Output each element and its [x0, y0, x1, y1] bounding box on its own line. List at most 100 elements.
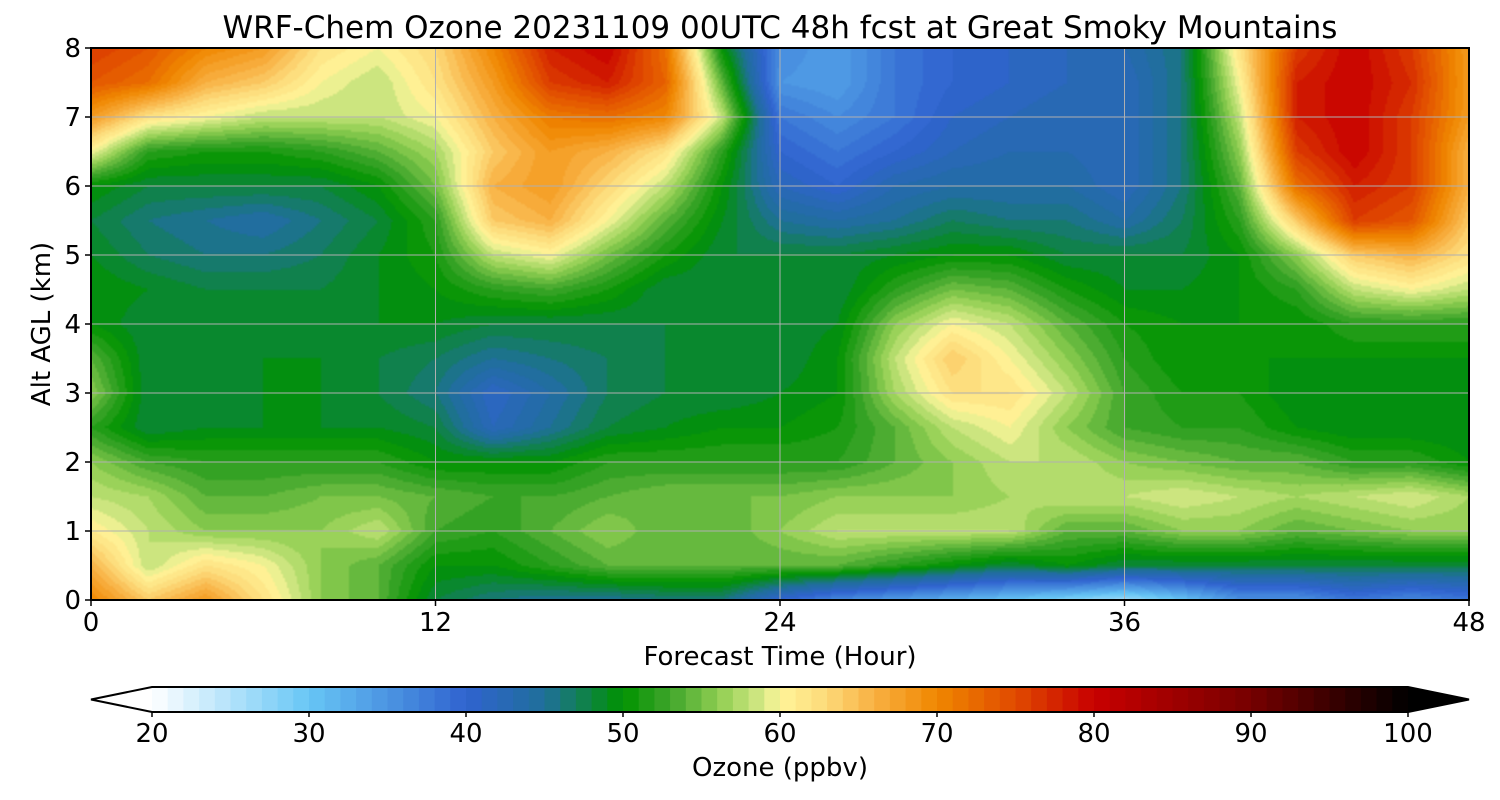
colorbar-swatch: [1015, 687, 1032, 712]
colorbar-swatch: [1235, 687, 1252, 712]
colorbar-swatch: [1094, 687, 1111, 712]
colorbar-swatch: [1125, 687, 1142, 712]
colorbar-swatch: [293, 687, 310, 712]
colorbar-swatch: [560, 687, 577, 712]
x-tick-label: 12: [419, 608, 452, 638]
colorbar: [90, 686, 1470, 713]
y-tick-label: 6: [64, 172, 81, 202]
colorbar-swatch: [732, 687, 750, 712]
colorbar-swatch: [1376, 687, 1393, 712]
colorbar-swatch: [544, 687, 561, 712]
x-tick-label: 24: [763, 608, 796, 638]
colorbar-swatch: [434, 687, 451, 712]
colorbar-tick-label: 100: [1383, 719, 1433, 749]
colorbar-swatch: [937, 687, 954, 712]
colorbar-swatch: [827, 687, 844, 712]
colorbar-swatch: [199, 687, 216, 712]
colorbar-swatch: [1172, 687, 1189, 712]
colorbar-swatch: [999, 687, 1017, 712]
colorbar-swatch: [167, 687, 184, 712]
colorbar-extend-high: [1408, 687, 1469, 712]
colorbar-tick-label: 20: [135, 719, 168, 749]
colorbar-swatch: [497, 687, 514, 712]
colorbar-swatch: [780, 687, 797, 712]
colorbar-swatch: [1141, 687, 1158, 712]
x-axis-label: Forecast Time (Hour): [643, 642, 916, 672]
colorbar-swatch: [921, 687, 938, 712]
y-tick-label: 4: [64, 310, 81, 340]
colorbar-swatch: [874, 687, 891, 712]
colorbar-swatch: [183, 687, 200, 712]
colorbar-swatch: [1329, 687, 1346, 712]
y-tick-label: 7: [64, 103, 81, 133]
colorbar-swatch: [246, 687, 263, 712]
colorbar-swatch: [1109, 687, 1126, 712]
colorbar-swatch: [324, 687, 341, 712]
colorbar-label: Ozone (ppbv): [692, 753, 868, 783]
colorbar-extend-low: [91, 687, 152, 712]
colorbar-swatch: [701, 687, 718, 712]
colorbar-swatch: [748, 687, 765, 712]
colorbar-swatch: [968, 687, 985, 712]
y-tick-label: 2: [64, 448, 81, 478]
y-axis-label: Alt AGL (km): [27, 242, 57, 406]
colorbar-tick-label: 90: [1234, 719, 1267, 749]
colorbar-swatch: [1188, 687, 1205, 712]
colorbar-tick-label: 80: [1077, 719, 1110, 749]
colorbar-swatch: [905, 687, 922, 712]
colorbar-swatch: [889, 687, 907, 712]
x-axis-ticks: 0 12 24 36 48: [83, 600, 1486, 638]
colorbar-ticks: 20 30 40 50 60 70 80 90 100: [135, 712, 1433, 749]
y-tick-label: 3: [64, 379, 81, 409]
colorbar-swatch: [1345, 687, 1362, 712]
colorbar-swatch: [1392, 687, 1409, 712]
colorbar-tick-label: 50: [606, 719, 639, 749]
colorbar-swatch: [670, 687, 687, 712]
colorbar-swatch: [1203, 687, 1221, 712]
colorbar-swatch: [717, 687, 734, 712]
colorbar-swatch: [685, 687, 703, 712]
colorbar-swatch: [1251, 687, 1268, 712]
colorbar-swatch: [513, 687, 530, 712]
x-tick-label: 48: [1452, 608, 1485, 638]
y-tick-label: 1: [64, 517, 81, 547]
colorbar-swatch: [1078, 687, 1095, 712]
colorbar-swatch: [152, 687, 169, 712]
colorbar-swatch: [842, 687, 860, 712]
colorbar-swatch: [466, 687, 483, 712]
colorbar-tick-label: 70: [920, 719, 953, 749]
colorbar-swatch: [528, 687, 546, 712]
colorbar-swatch: [764, 687, 781, 712]
colorbar-swatch: [1313, 687, 1331, 712]
colorbar-swatch: [795, 687, 812, 712]
colorbar-swatch: [1219, 687, 1236, 712]
colorbar-swatch: [575, 687, 593, 712]
colorbar-swatch: [309, 687, 326, 712]
colorbar-swatch: [387, 687, 404, 712]
colorbar-swatch: [654, 687, 671, 712]
colorbar-swatch: [984, 687, 1001, 712]
y-tick-label: 8: [64, 34, 81, 64]
gridlines: [91, 48, 1469, 600]
colorbar-swatch: [340, 687, 357, 712]
x-tick-label: 36: [1108, 608, 1141, 638]
colorbar-tick-label: 60: [763, 719, 796, 749]
colorbar-swatch: [403, 687, 420, 712]
y-tick-label: 0: [64, 586, 81, 616]
colorbar-swatch: [1031, 687, 1048, 712]
colorbar-swatch: [230, 687, 247, 712]
colorbar-swatch: [623, 687, 640, 712]
y-tick-label: 5: [64, 241, 81, 271]
colorbar-swatch: [277, 687, 294, 712]
colorbar-swatch: [952, 687, 969, 712]
colorbar-swatch: [261, 687, 279, 712]
colorbar-tick-label: 40: [449, 719, 482, 749]
colorbar-swatch: [1046, 687, 1064, 712]
colorbar-swatch: [607, 687, 624, 712]
colorbar-swatch: [214, 687, 232, 712]
colorbar-swatch: [450, 687, 467, 712]
colorbar-swatch: [1360, 687, 1378, 712]
colorbar-swatch: [858, 687, 875, 712]
colorbar-swatch: [1282, 687, 1299, 712]
colorbar-swatch: [371, 687, 389, 712]
